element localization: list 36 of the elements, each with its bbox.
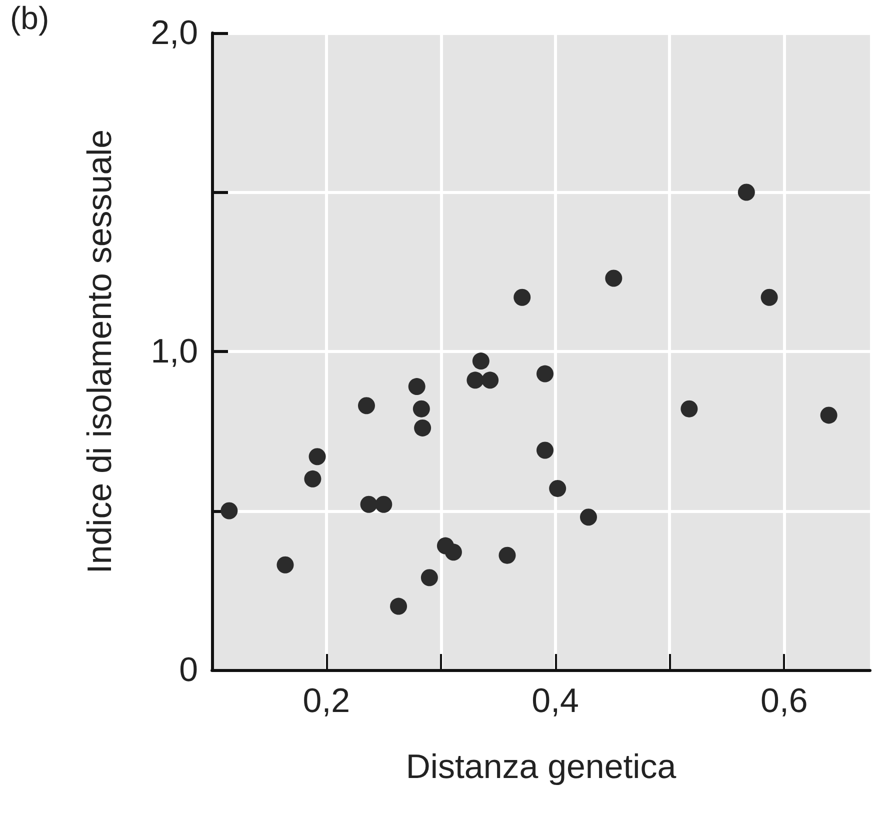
point xyxy=(472,352,490,370)
point xyxy=(390,598,408,615)
point xyxy=(412,400,430,418)
point xyxy=(760,288,778,306)
point xyxy=(680,400,698,418)
point xyxy=(360,496,378,513)
point xyxy=(466,372,484,389)
point xyxy=(375,496,392,513)
text: (b) xyxy=(10,0,50,36)
point xyxy=(738,184,755,201)
point xyxy=(444,544,462,561)
y-tick-label: 0 xyxy=(179,651,198,689)
point xyxy=(420,569,438,586)
point xyxy=(536,365,554,382)
point xyxy=(408,378,426,396)
point xyxy=(358,397,375,414)
point xyxy=(536,442,554,459)
x-tick-label: 0,2 xyxy=(302,682,350,720)
y-tick-label: 2,0 xyxy=(150,14,198,52)
point xyxy=(308,448,326,466)
point xyxy=(514,288,531,306)
point xyxy=(414,419,432,436)
x-axis-title: Distanza genetica xyxy=(406,748,676,786)
point xyxy=(580,508,597,526)
point xyxy=(605,270,622,287)
x-tick-label: 0,6 xyxy=(760,682,808,720)
point xyxy=(304,470,322,488)
y-tick-label: 1,0 xyxy=(150,332,198,370)
point xyxy=(220,502,238,520)
x-tick-label: 0,4 xyxy=(532,682,579,720)
point xyxy=(276,556,294,574)
y-axis-title: Indice di isolamento sessuale xyxy=(81,129,119,574)
point xyxy=(549,480,566,497)
point xyxy=(498,546,516,564)
point xyxy=(820,406,838,424)
point xyxy=(482,372,499,389)
